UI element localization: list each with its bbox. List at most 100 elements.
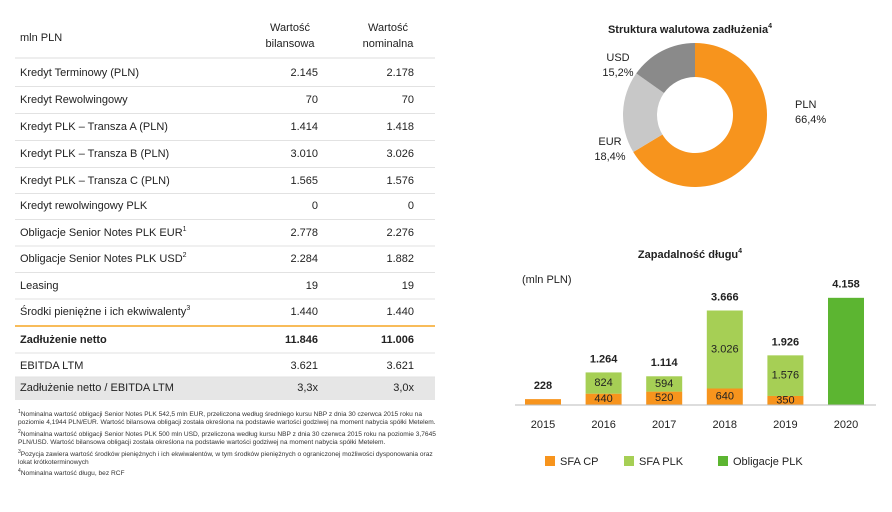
cell-text: 1.576 [386, 175, 414, 187]
row-shade [15, 377, 435, 400]
row-label-text: Leasing [20, 280, 59, 292]
footnote-marker: 1 [18, 409, 21, 415]
footnote: 3Pozycja zawiera wartość środków pienięż… [18, 448, 438, 468]
segment-label: 520 [655, 392, 673, 404]
cell: 1.565 [290, 175, 318, 187]
row-label: Kredyt PLK – Transza A (PLN) [20, 121, 168, 133]
cell-text: 19 [402, 280, 414, 292]
donut-slice [633, 43, 768, 187]
cell-text: 19 [306, 280, 318, 292]
cell-text: 1.414 [290, 121, 318, 133]
x-tick-label: 2016 [591, 419, 615, 431]
cell-text: 2.145 [290, 67, 318, 79]
cell: 0 [408, 200, 414, 212]
cell-text: 70 [306, 94, 318, 106]
footnotes: 1Nominalna wartość obligacji Senior Note… [18, 408, 438, 479]
donut-slice [622, 73, 664, 153]
superscript: 4 [768, 23, 772, 30]
row-label: EBITDA LTM [20, 360, 83, 372]
row-label: Kredyt PLK – Transza C (PLN) [20, 175, 170, 187]
cell: 1.440 [386, 306, 414, 318]
header-label-text: mln PLN [20, 32, 62, 44]
cell: 1.576 [386, 175, 414, 187]
superscript: 4 [738, 248, 742, 255]
footnote: 1Nominalna wartość obligacji Senior Note… [18, 408, 438, 428]
row-label-text: Zadłużenie netto [20, 334, 107, 346]
total-label: 1.926 [772, 336, 800, 348]
slice-value: 18,4% [594, 151, 625, 163]
segment-label: 350 [776, 394, 794, 406]
row-label: Zadłużenie netto / EBITDA LTM [20, 382, 174, 394]
x-tick-label: 2019 [773, 419, 797, 431]
cell-text: 11.006 [381, 334, 414, 346]
row-label: Obligacje Senior Notes PLK EUR1 [20, 226, 187, 239]
superscript: 2 [183, 252, 187, 259]
header-col2-text: nominalna [363, 38, 415, 50]
slice-value: 66,4% [795, 114, 826, 126]
cell: 1.440 [290, 306, 318, 318]
row-label-text: Obligacje Senior Notes PLK USD [20, 253, 183, 265]
cell: 0 [312, 200, 318, 212]
cell: 19 [306, 280, 318, 292]
cell: 70 [306, 94, 318, 106]
header-col1-text: Wartość [270, 22, 310, 34]
cell: 2.284 [290, 253, 318, 265]
cell: 3.621 [290, 360, 318, 372]
cell-text: 3,3x [297, 382, 318, 394]
row-label: Obligacje Senior Notes PLK USD2 [20, 252, 187, 265]
chart-title: Struktura walutowa zadłużenia4 [608, 23, 772, 36]
x-tick-label: 2017 [652, 419, 676, 431]
total-label: 228 [534, 380, 552, 392]
bar-segment [767, 395, 804, 405]
cell-text: 70 [402, 94, 414, 106]
bar-segment [706, 310, 743, 389]
row-label-text: Środki pieniężne i ich ekwiwalenty [20, 305, 187, 318]
footnote: 2Nominalna wartość obligacji Senior Note… [18, 428, 438, 448]
row-label-text: Zadłużenie netto / EBITDA LTM [20, 382, 174, 394]
row-label-text: Kredyt Terminowy (PLN) [20, 67, 139, 79]
row-label: Kredyt Terminowy (PLN) [20, 67, 139, 79]
bar-segment [646, 376, 683, 392]
cell: 3,3x [297, 382, 318, 394]
row-label: Kredyt Rewolwingowy [20, 94, 128, 106]
superscript: 1 [183, 226, 187, 233]
chart-title-text: Struktura walutowa zadłużenia [608, 24, 769, 36]
cell: 1.414 [290, 121, 318, 133]
header-label: mln PLN [20, 32, 62, 44]
cell: 2.145 [290, 67, 318, 79]
legend-swatch [545, 456, 555, 466]
segment-label: 824 [594, 377, 612, 389]
header-col1: bilansowa [266, 38, 316, 50]
footnote: 4Nominalna wartość długu, bez RCF [18, 467, 438, 478]
cell: 2.178 [386, 67, 414, 79]
x-tick-label: 2020 [834, 419, 858, 431]
total-label: 1.114 [651, 357, 679, 369]
slice-label: PLN [795, 99, 816, 111]
row-label-text: Kredyt Rewolwingowy [20, 94, 128, 106]
cell: 3.026 [386, 148, 414, 160]
cell-text: 0 [312, 200, 318, 212]
segment-label: 440 [594, 393, 612, 405]
donut-slice [636, 43, 695, 94]
cell-text: 2.284 [290, 253, 318, 265]
cell-text: 1.440 [290, 306, 318, 318]
footnote-marker: 2 [18, 428, 21, 435]
cell-text: 11.846 [285, 334, 318, 346]
header-col2-text: Wartość [368, 22, 408, 34]
footnote-marker: 4 [18, 468, 21, 475]
header-col1-text: bilansowa [266, 38, 316, 50]
cell: 19 [402, 280, 414, 292]
legend-label: SFA PLK [639, 456, 684, 468]
row-label: Zadłużenie netto [20, 334, 107, 346]
cell-text: 2.178 [386, 67, 414, 79]
cell-text: 3.621 [386, 360, 414, 372]
row-label: Kredyt rewolwingowy PLK [20, 200, 148, 212]
row-label-text: Kredyt PLK – Transza A (PLN) [20, 121, 168, 133]
row-label-text: Kredyt PLK – Transza C (PLN) [20, 175, 170, 187]
cell-text: 3.621 [290, 360, 318, 372]
cell-text: 3.026 [386, 148, 414, 160]
total-label: 1.264 [590, 353, 618, 365]
cell-text: 1.882 [386, 253, 414, 265]
cell-text: 3,0x [393, 382, 414, 394]
row-label-text: Kredyt rewolwingowy PLK [20, 200, 148, 212]
